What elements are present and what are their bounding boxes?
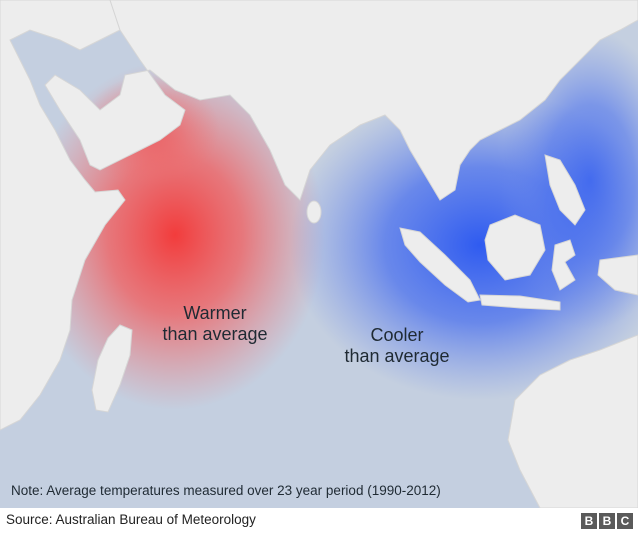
new-guinea [597,254,638,296]
sri-lanka [306,200,322,224]
warmer-label-line2: than average [162,324,268,344]
land [0,0,638,508]
footer: Source: Australian Bureau of Meteorology… [0,508,638,534]
sulawesi [551,239,576,291]
bbc-logo: B B C [581,513,633,529]
africa-landmass [0,0,126,431]
cooler-label: Cooler than average [322,325,472,367]
source-text: Source: Australian Bureau of Meteorology [6,512,256,527]
bbc-logo-letter: B [581,513,597,529]
warmer-label-line1: Warmer [183,303,247,323]
sumatra [399,227,481,303]
java [479,294,561,311]
map-canvas [0,0,638,508]
indian-ocean-map: Warmer than average Cooler than average … [0,0,638,508]
bbc-logo-letter: C [617,513,633,529]
asia-landmass [44,0,638,201]
madagascar [91,324,133,413]
borneo [484,214,546,281]
map-note: Note: Average temperatures measured over… [11,483,441,498]
warmer-label: Warmer than average [140,303,290,345]
cooler-label-line1: Cooler [370,325,424,345]
cooler-label-line2: than average [344,346,450,366]
bbc-logo-letter: B [599,513,615,529]
australia [507,334,638,508]
philippines [544,154,586,226]
